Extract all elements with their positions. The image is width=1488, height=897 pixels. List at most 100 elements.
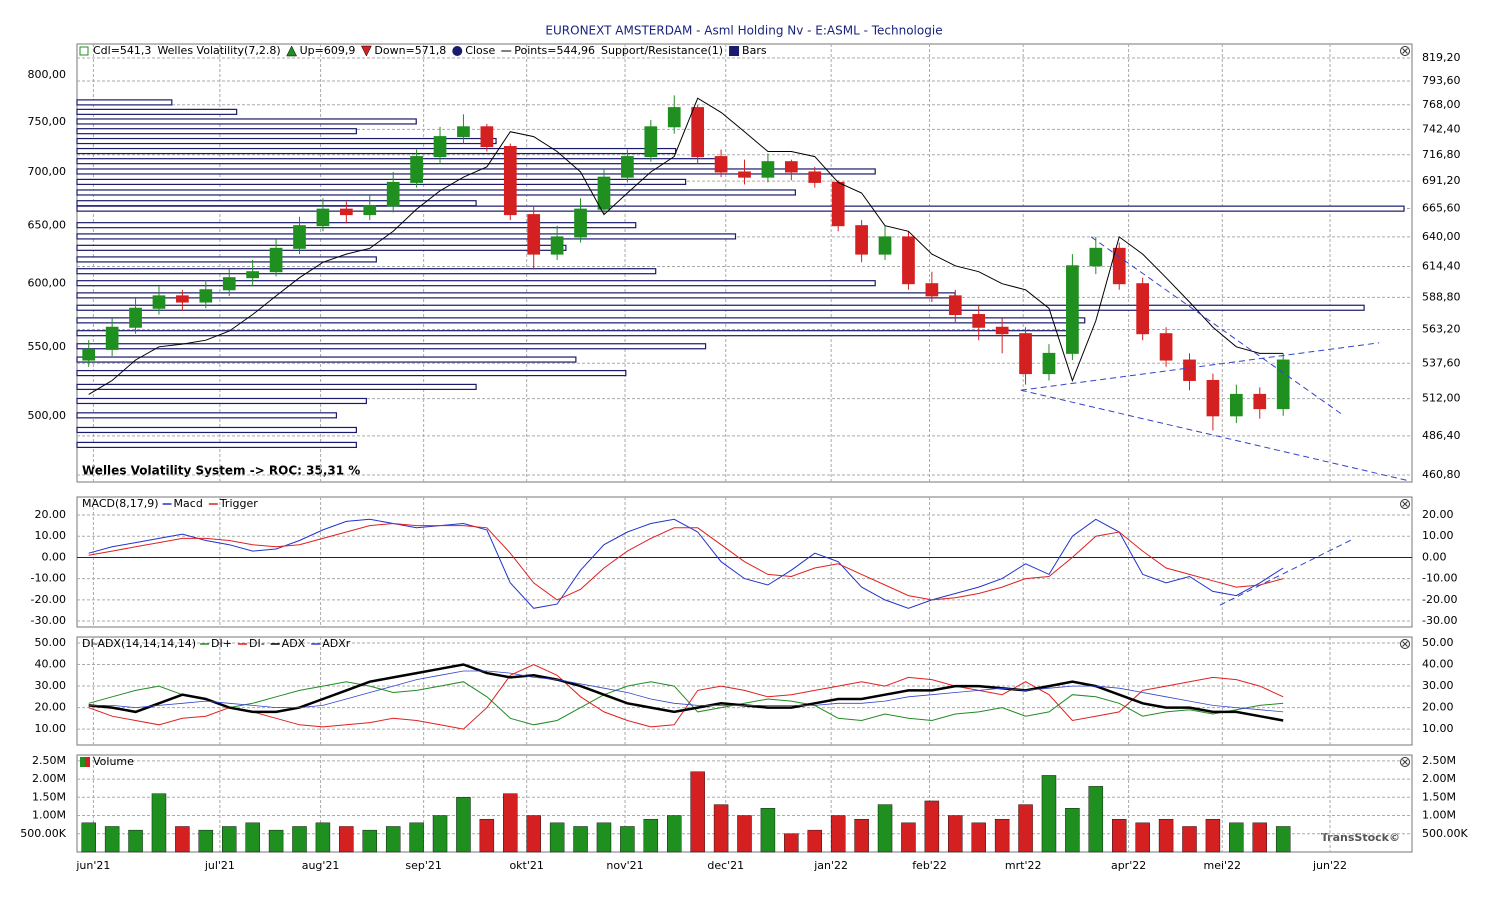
y-tick-label: 512,00 <box>1422 392 1461 405</box>
y-tick-label: 10.00 <box>1422 722 1454 735</box>
volume-bar <box>526 815 541 853</box>
candle-body <box>597 176 611 210</box>
legend-label: DI-ADX(14,14,14,14) <box>82 637 196 650</box>
x-tick-label: apr'22 <box>1111 859 1146 872</box>
volume-bar <box>315 822 331 853</box>
candle-body <box>480 126 494 148</box>
legend-label: DI- <box>249 637 265 650</box>
volume-bar <box>1065 808 1080 853</box>
y-tick-label: 1.50M <box>1422 790 1456 803</box>
watermark: TransStock© <box>1321 831 1400 844</box>
x-tick-label: jun'21 <box>75 859 110 872</box>
volume-profile-bar <box>76 137 497 145</box>
y-tick-label: 10.00 <box>1422 529 1454 542</box>
volume-bar <box>409 822 424 853</box>
legend-label: Up=609,9 <box>300 44 356 57</box>
candle-body <box>691 107 705 158</box>
candle-body <box>902 236 915 285</box>
volume-bar <box>268 829 284 853</box>
legend-swatch <box>360 45 372 57</box>
volume-profile-bar <box>76 233 737 240</box>
y-tick-label: 500.00K <box>20 827 66 840</box>
candle-body <box>129 307 142 328</box>
line-series <box>88 518 1284 609</box>
volume-bar <box>994 818 1010 853</box>
volume-profile-bar <box>76 356 577 363</box>
y-tick-label: 665,60 <box>1422 201 1461 214</box>
candle-body <box>878 236 892 255</box>
x-tick-label: aug'21 <box>302 859 340 872</box>
y-tick-label: 640,00 <box>1422 230 1461 243</box>
candle-body <box>199 289 213 303</box>
y-tick-label: 20.00 <box>35 701 67 714</box>
y-tick-label: 600,00 <box>28 277 67 290</box>
legend-swatch <box>85 757 90 767</box>
y-tick-label: 800,00 <box>28 68 67 81</box>
volume-bar <box>690 771 705 853</box>
y-tick-label: 537,60 <box>1422 356 1461 369</box>
y-tick-label: -30.00 <box>1422 614 1457 627</box>
volume-bar <box>1252 822 1267 853</box>
candle-body <box>1042 352 1056 375</box>
volume-bar <box>1158 818 1174 853</box>
candle-body <box>527 214 541 255</box>
candle-body <box>152 295 166 309</box>
candle-body <box>316 208 330 227</box>
volume-bar <box>596 822 612 853</box>
volume-profile-bar <box>76 244 567 251</box>
y-tick-label: -20.00 <box>31 593 66 606</box>
candle-body <box>831 181 845 227</box>
y-tick-label: 1.00M <box>32 809 66 822</box>
volume-bar <box>620 826 635 853</box>
y-tick-label: 2.00M <box>1422 772 1456 785</box>
volume-profile-bar <box>76 369 627 377</box>
candle-body <box>105 326 119 350</box>
candle-body <box>644 126 658 158</box>
y-tick-label: 50.00 <box>35 636 67 649</box>
candle-body <box>574 208 587 238</box>
volume-bar <box>222 826 237 853</box>
legend-label: DI+ <box>211 637 232 650</box>
candle-body <box>550 236 564 255</box>
volume-bar <box>1018 804 1033 853</box>
candle-body <box>1206 379 1220 417</box>
volume-bar <box>479 818 495 853</box>
volume-profile-bar <box>76 343 707 350</box>
candle-body <box>176 295 189 303</box>
y-tick-label: 30.00 <box>1422 679 1454 692</box>
legend-label: Close <box>465 44 495 57</box>
volume-profile-bar <box>76 383 477 391</box>
panel-close-icon <box>1402 641 1408 647</box>
x-tick-label: nov'21 <box>606 859 643 872</box>
x-tick-label: dec'21 <box>707 859 744 872</box>
volume-profile-bar <box>76 397 367 405</box>
volume-profile-bar <box>76 304 1365 311</box>
volume-profile-bar <box>76 200 477 207</box>
x-tick-label: mei'22 <box>1204 859 1242 872</box>
candle-body <box>339 208 353 216</box>
y-tick-label: 550,00 <box>28 340 67 353</box>
candle-body <box>667 107 681 128</box>
volume-bar <box>760 808 776 853</box>
panel-frame <box>76 43 1413 483</box>
legend-swatch <box>452 46 463 56</box>
legend-label: Macd <box>174 497 203 510</box>
volume-profile-bar <box>76 189 796 196</box>
candle-body <box>621 156 634 178</box>
volume-bar <box>948 815 963 853</box>
candle-body <box>503 146 517 216</box>
x-tick-label: jun'22 <box>1312 859 1347 872</box>
volume-bar <box>854 818 869 853</box>
candle-body <box>222 277 236 291</box>
y-tick-label: 30.00 <box>35 679 67 692</box>
volume-profile-bar <box>76 118 417 125</box>
y-tick-label: 486,40 <box>1422 429 1461 442</box>
panel-close-icon <box>1402 48 1408 54</box>
volume-bar <box>503 793 518 853</box>
volume-bar <box>667 815 682 853</box>
candle-body <box>925 283 939 297</box>
candle-body <box>363 205 377 216</box>
volume-bar <box>104 826 120 853</box>
candle-body <box>808 171 822 183</box>
y-tick-label: 40.00 <box>35 658 67 671</box>
